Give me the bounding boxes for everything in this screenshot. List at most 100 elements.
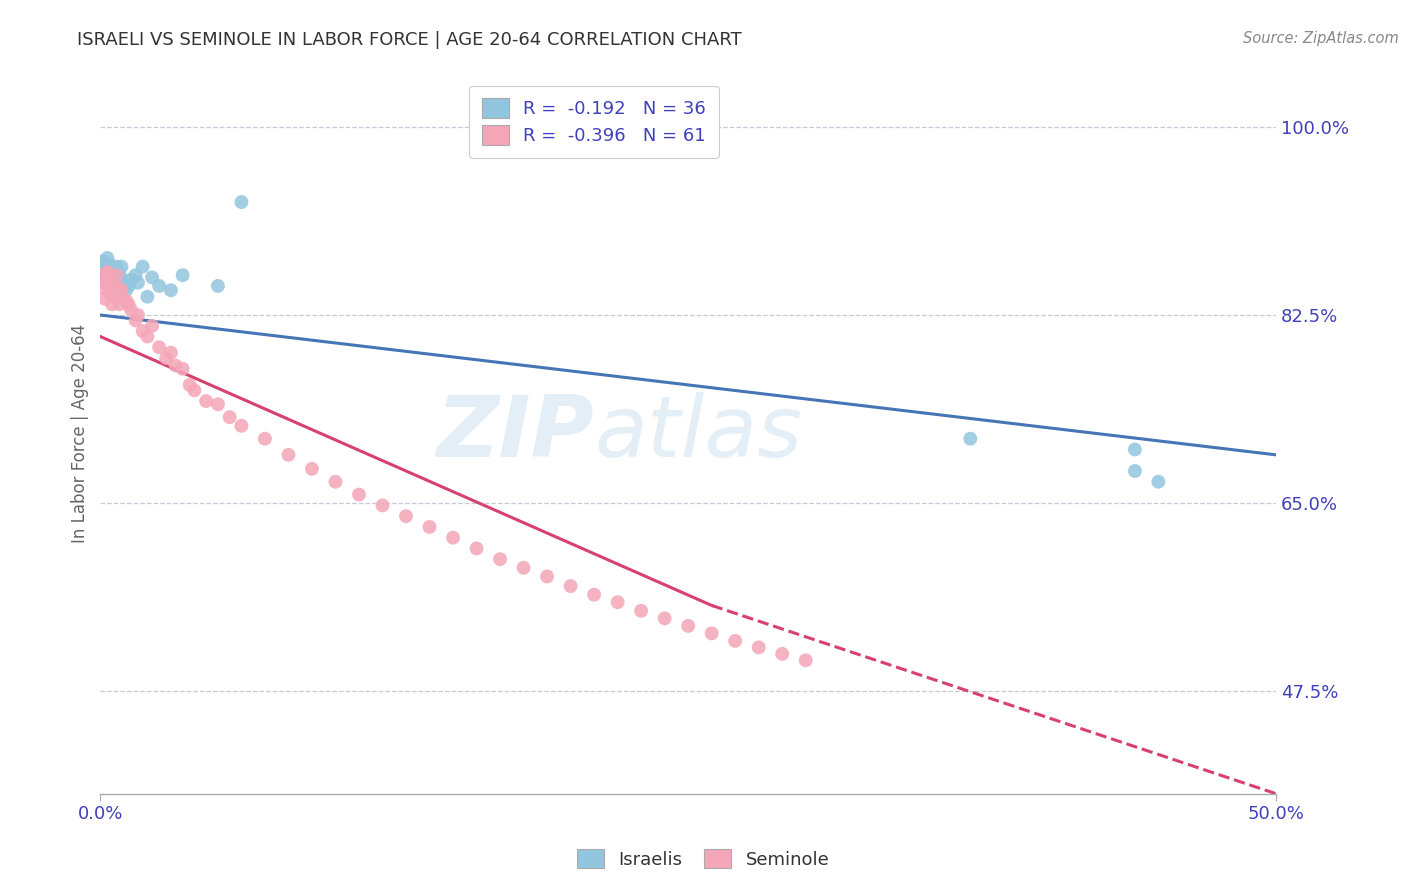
Point (108, 267, 131, 281)
Point (172, 268, 194, 283)
Point (160, 345, 183, 359)
Point (127, 276, 149, 290)
Point (654, 611, 676, 625)
Point (148, 340, 170, 354)
Point (98, 281, 121, 295)
Point (207, 279, 229, 293)
Point (91, 281, 114, 295)
Point (124, 268, 146, 283)
Point (96, 268, 118, 283)
Point (136, 329, 159, 343)
Point (748, 640, 770, 655)
Point (536, 569, 558, 583)
Point (120, 302, 142, 317)
Point (105, 268, 128, 283)
Point (700, 626, 723, 640)
Point (108, 283, 131, 297)
Legend: R =  -0.192   N = 36, R =  -0.396   N = 61: R = -0.192 N = 36, R = -0.396 N = 61 (470, 86, 718, 158)
Point (101, 286, 124, 301)
Point (141, 270, 163, 285)
Point (489, 552, 512, 566)
Point (105, 286, 128, 301)
Point (183, 384, 205, 398)
Point (959, 432, 981, 446)
Point (120, 272, 142, 286)
Point (94, 276, 117, 290)
Point (148, 279, 170, 293)
Point (770, 647, 793, 661)
Point (512, 561, 534, 575)
Point (172, 361, 194, 376)
Point (231, 195, 253, 210)
Point (253, 432, 276, 446)
Point (117, 297, 139, 311)
Point (101, 261, 124, 276)
Y-axis label: In Labor Force | Age 20-64: In Labor Force | Age 20-64 (72, 324, 89, 543)
Point (207, 397, 229, 411)
Point (110, 272, 132, 286)
Point (91, 265, 114, 279)
Point (131, 324, 153, 338)
Point (112, 279, 135, 293)
Text: Source: ZipAtlas.com: Source: ZipAtlas.com (1243, 31, 1399, 46)
Point (165, 359, 187, 373)
Point (110, 283, 132, 297)
Point (94, 292, 117, 306)
Point (105, 260, 128, 274)
Text: ZIP: ZIP (436, 392, 595, 475)
Point (724, 634, 747, 648)
Point (108, 297, 131, 311)
Point (110, 260, 132, 274)
Point (301, 462, 323, 476)
Point (105, 276, 128, 290)
Point (91, 254, 114, 268)
Point (124, 313, 146, 327)
Point (117, 279, 139, 293)
Point (1123, 464, 1146, 478)
Point (115, 283, 138, 297)
Point (101, 297, 124, 311)
Point (96, 251, 118, 265)
Point (98, 268, 121, 283)
Point (606, 595, 628, 609)
Point (155, 351, 177, 365)
Point (141, 318, 163, 333)
Point (112, 292, 135, 306)
Point (676, 619, 699, 633)
Point (347, 488, 370, 502)
Point (131, 260, 153, 274)
Point (136, 290, 159, 304)
Point (115, 293, 138, 308)
Point (630, 604, 652, 618)
Point (101, 283, 124, 297)
Point (94, 260, 117, 274)
Point (127, 308, 149, 322)
Point (179, 378, 201, 392)
Point (98, 286, 121, 301)
Point (94, 276, 117, 290)
Point (325, 475, 347, 489)
Point (1123, 442, 1146, 457)
Point (465, 541, 488, 556)
Point (371, 499, 394, 513)
Point (441, 531, 464, 545)
Point (218, 410, 240, 425)
Point (96, 265, 118, 279)
Point (98, 257, 121, 271)
Point (96, 272, 118, 286)
Text: ISRAELI VS SEMINOLE IN LABOR FORCE | AGE 20-64 CORRELATION CHART: ISRAELI VS SEMINOLE IN LABOR FORCE | AGE… (77, 31, 742, 49)
Legend: Israelis, Seminole: Israelis, Seminole (569, 842, 837, 876)
Point (103, 290, 125, 304)
Point (108, 281, 131, 295)
Point (103, 279, 125, 293)
Point (103, 272, 125, 286)
Point (794, 653, 817, 667)
Text: atlas: atlas (595, 392, 801, 475)
Point (160, 283, 183, 297)
Point (583, 588, 606, 602)
Point (231, 418, 253, 433)
Point (395, 509, 418, 524)
Point (277, 448, 299, 462)
Point (560, 579, 582, 593)
Point (103, 268, 125, 283)
